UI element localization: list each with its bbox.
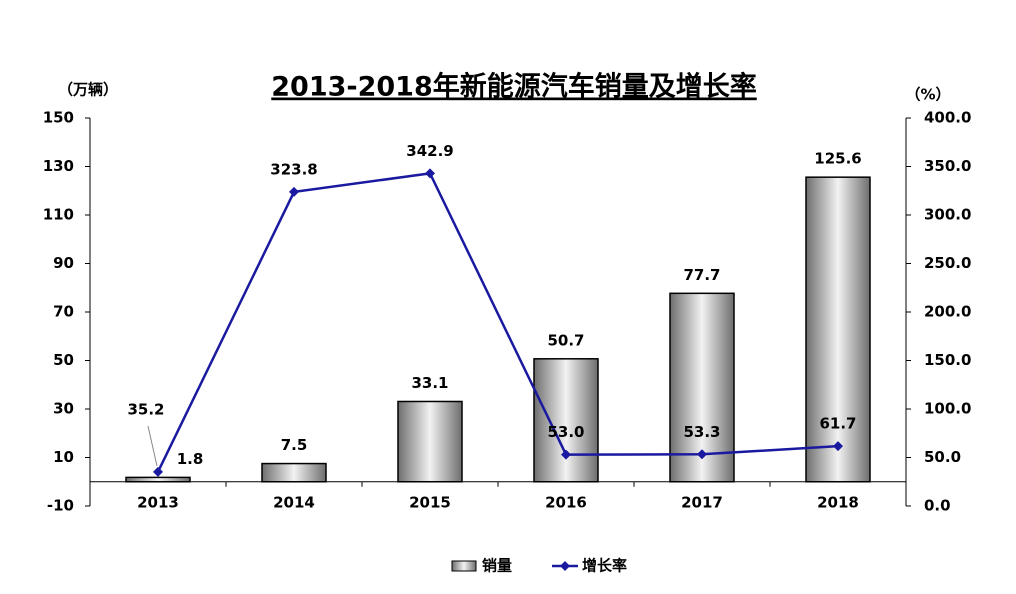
y2-tick-label: 200.0: [924, 303, 971, 321]
y-tick-label: 70: [53, 303, 74, 321]
y2-axis-label: （%）: [905, 86, 950, 104]
line-value-label: 323.8: [270, 160, 317, 178]
chart-title: 2013-2018年新能源汽车销量及增长率: [271, 71, 757, 103]
bar: [261, 462, 327, 483]
bar: [533, 358, 599, 483]
x-tick-label: 2017: [681, 494, 723, 512]
legend-marker: [560, 561, 570, 571]
y2-tick-label: 100.0: [924, 400, 971, 418]
line-value-label: 342.9: [406, 142, 453, 160]
x-tick-label: 2018: [817, 494, 859, 512]
line-value-label: 53.3: [683, 423, 720, 441]
line-marker: [289, 186, 299, 197]
y-tick-label: 30: [53, 400, 74, 418]
y-tick-label: -10: [47, 497, 74, 515]
line-marker: [153, 466, 163, 477]
line-value-label: 35.2: [127, 400, 164, 418]
x-tick-label: 2014: [273, 494, 315, 512]
bar-value-label: 33.1: [411, 374, 448, 392]
y-tick-label: 150: [43, 109, 74, 127]
bar-value-label: 7.5: [281, 436, 308, 454]
legend-label: 增长率: [582, 557, 627, 575]
y2-tick-label: 400.0: [924, 109, 971, 127]
y-tick-label: 110: [43, 206, 74, 224]
line-marker: [697, 449, 707, 460]
line-value-label: 53.0: [547, 423, 584, 441]
bar-value-label: 77.7: [683, 266, 720, 284]
bar-value-label: 1.8: [177, 450, 204, 468]
y-tick-label: 90: [53, 254, 74, 272]
y-axis-label: （万辆）: [58, 81, 118, 99]
x-tick-label: 2016: [545, 494, 587, 512]
line-value-label: 61.7: [819, 415, 856, 433]
y2-tick-label: 150.0: [924, 351, 971, 369]
y2-tick-label: 0.0: [924, 497, 951, 515]
x-tick-label: 2013: [137, 494, 179, 512]
legend-label: 销量: [482, 557, 512, 575]
line-marker: [833, 441, 843, 452]
y2-tick-label: 50.0: [924, 448, 961, 466]
line-marker: [561, 449, 571, 460]
y-tick-label: 130: [43, 157, 74, 175]
bar-value-label: 50.7: [547, 331, 584, 349]
bar: [125, 476, 191, 483]
y-tick-label: 10: [53, 448, 74, 466]
bar-value-label: 125.6: [814, 150, 861, 168]
line: [156, 172, 839, 473]
bar: [805, 176, 871, 483]
legend-swatch: [451, 560, 477, 572]
leader-line: [147, 425, 158, 467]
x-tick-label: 2015: [409, 494, 451, 512]
line-marker: [425, 168, 435, 179]
y2-tick-label: 350.0: [924, 157, 971, 175]
y2-tick-label: 300.0: [924, 206, 971, 224]
y2-tick-label: 250.0: [924, 254, 971, 272]
bar: [397, 400, 463, 483]
y-tick-label: 50: [53, 351, 74, 369]
